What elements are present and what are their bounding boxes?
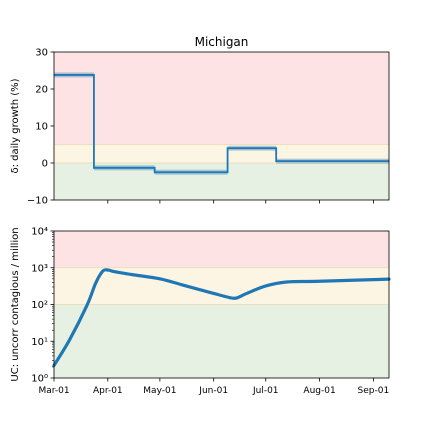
bottom-chart-y-ticks: 10⁰ 10¹ 10² 10³ 10⁴ xyxy=(31,227,54,385)
series-line xyxy=(54,74,389,174)
bottom-chart-panel: UC: uncorr contagious / million 10⁰10¹10… xyxy=(10,227,391,396)
x-tick-label: Apr-01 xyxy=(93,386,123,396)
y-tick-label: 20 xyxy=(35,85,48,96)
bottom-chart-series xyxy=(52,268,391,368)
y-tick-label: 30 xyxy=(35,48,48,59)
bottom-chart-y-axis-label: UC: uncorr contagious / million xyxy=(10,227,21,381)
chart-title: Michigan xyxy=(195,35,249,49)
y-tick-label: 10¹ xyxy=(31,337,48,348)
top-chart-series xyxy=(54,72,389,175)
y-tick-label: 10 xyxy=(35,122,48,133)
y-tick-label: 0 xyxy=(42,159,48,170)
y-tick-label: 10³ xyxy=(31,263,48,274)
top-chart-panel: Michigan δ: daily growth (%) −10 0 10 20 30 xyxy=(10,35,390,207)
y-tick-label: 10⁴ xyxy=(31,227,48,238)
band-red xyxy=(54,52,389,145)
series-line xyxy=(52,268,391,368)
bottom-chart-bands xyxy=(54,231,389,378)
band-red xyxy=(54,231,389,268)
x-tick-label: Mar-01 xyxy=(38,386,69,396)
band-green xyxy=(54,304,389,378)
y-tick-label: −10 xyxy=(27,196,48,207)
band-green xyxy=(54,163,389,200)
y-tick-label: 10⁰ xyxy=(31,374,48,385)
top-chart-bands xyxy=(54,52,389,200)
x-tick-label: May-01 xyxy=(143,386,176,396)
top-chart-x-ticks xyxy=(107,200,374,204)
band-yellow xyxy=(54,144,389,163)
x-tick-label: Jun-01 xyxy=(198,386,228,396)
bottom-chart-x-ticks: Mar-01 Apr-01 May-01 Jun-01 Jul-01 Aug-01 Sep-… xyxy=(38,378,389,396)
y-tick-label: 10² xyxy=(31,300,48,311)
x-tick-label: Jul-01 xyxy=(252,386,279,396)
top-chart-y-ticks: −10 0 10 20 30 xyxy=(27,48,54,207)
band-yellow xyxy=(54,267,389,305)
top-chart-y-axis-label: δ: daily growth (%) xyxy=(10,78,21,173)
x-tick-label: Aug-01 xyxy=(303,386,335,396)
x-tick-label: Sep-01 xyxy=(358,386,390,396)
